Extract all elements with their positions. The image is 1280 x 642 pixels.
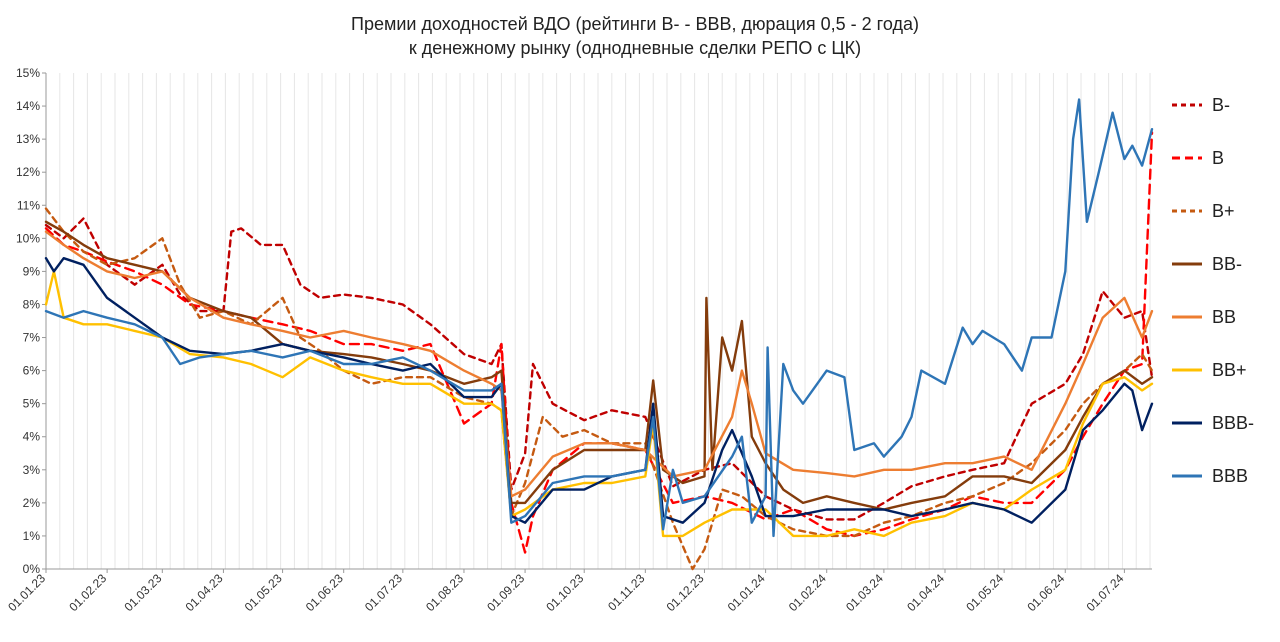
legend-label: BBB [1212, 466, 1248, 486]
y-tick-label: 1% [23, 529, 41, 543]
chart-title-line1: Премии доходностей ВДО (рейтинги B- - BB… [351, 14, 919, 34]
y-tick-label: 4% [23, 430, 41, 444]
legend-label: BB [1212, 307, 1236, 327]
y-tick-label: 10% [16, 231, 40, 245]
y-tick-label: 3% [23, 463, 41, 477]
legend-label: BB- [1212, 254, 1242, 274]
grid-lines [45, 73, 1151, 569]
series-line-bb [44, 230, 1154, 498]
legend-label: B+ [1212, 201, 1235, 221]
y-tick-label: 14% [16, 99, 40, 113]
y-tick-label: 6% [23, 364, 41, 378]
y-tick-label: 13% [16, 132, 40, 146]
y-tick-label: 15% [16, 66, 40, 80]
chart-title-line2: к денежному рынку (однодневные сделки РЕ… [409, 38, 861, 58]
legend-label: B [1212, 148, 1224, 168]
y-tick-label: 12% [16, 165, 40, 179]
series-line-b-plus [44, 207, 1154, 571]
y-tick-label: 8% [23, 297, 41, 311]
y-tick-label: 5% [23, 397, 41, 411]
series-line-b-minus [44, 217, 1154, 521]
y-tick-label: 9% [23, 264, 41, 278]
series-line-bbb [44, 98, 1154, 538]
legend-label: BB+ [1212, 360, 1247, 380]
series-group [44, 98, 1154, 571]
legend-label: BBB- [1212, 413, 1254, 433]
y-tick-label: 11% [17, 198, 40, 212]
y-tick-label: 0% [23, 562, 41, 576]
y-tick-label: 2% [23, 496, 41, 510]
y-tick-label: 7% [23, 331, 41, 345]
legend-label: B- [1212, 95, 1230, 115]
y-axis: 0% 1% 2% 3% 4% 5% 6% 7% 8% 9% 10% 11% 12% 13% 14% 15% [16, 66, 47, 576]
